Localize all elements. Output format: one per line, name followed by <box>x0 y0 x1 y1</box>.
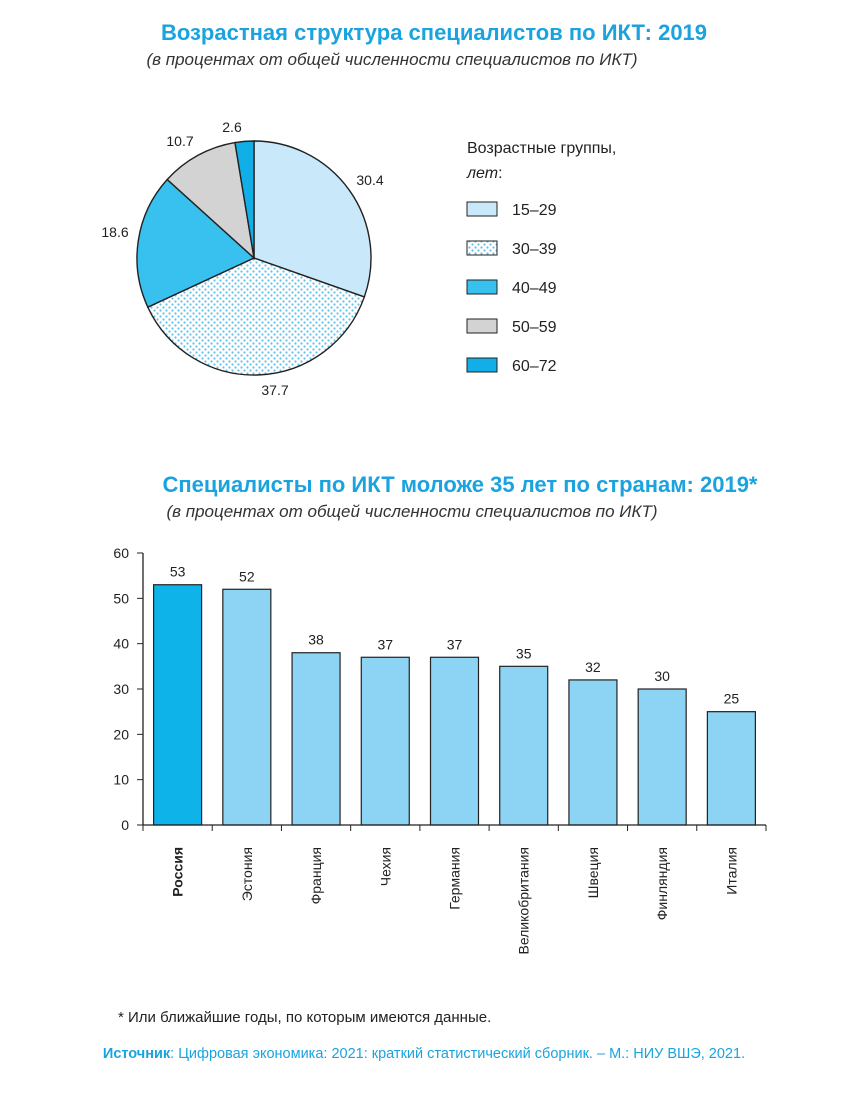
footnote: * Или ближайшие годы, по которым имеются… <box>118 1009 492 1026</box>
x-category-label: Финляндия <box>654 847 670 920</box>
pie-chart-subtitle: (в процентах от общей численности специа… <box>146 50 638 69</box>
legend-swatch <box>466 240 498 256</box>
legend-label: 40–49 <box>512 280 557 297</box>
pie-slice-15–29 <box>253 140 372 298</box>
pie-slice-40–49 <box>136 178 256 309</box>
bar-Великобритания <box>499 665 549 826</box>
x-category-label: Швеция <box>585 847 601 898</box>
pie-data-label: 2.6 <box>222 119 242 135</box>
legend-title-line2: лет <box>466 165 498 182</box>
legend-swatch <box>466 357 498 373</box>
bar-value-label: 53 <box>170 564 186 580</box>
pie-slice-30–39 <box>146 257 366 376</box>
pie-slice-60–72 <box>234 140 255 259</box>
legend-swatch <box>466 201 498 217</box>
source-text: : Цифровая экономика: 2021: краткий стат… <box>170 1046 746 1062</box>
bar-value-label: 52 <box>239 568 255 584</box>
pie-data-label: 37.7 <box>261 382 288 398</box>
pie-slice-50–59 <box>166 141 256 260</box>
legend-title: Возрастные группы, <box>467 140 616 157</box>
legend-title-colon: : <box>498 165 502 182</box>
legend-title-units: лет: <box>466 165 503 182</box>
pie-data-label: 10.7 <box>166 133 193 149</box>
legend-title-line1: Возрастные группы, <box>467 140 616 157</box>
bar-chart-title: Специалисты по ИКТ моложе 35 лет по стра… <box>162 472 758 497</box>
x-category-label: Франция <box>308 847 324 904</box>
pie-chart-title: Возрастная структура специалистов по ИКТ… <box>160 20 708 45</box>
bar-Чехия <box>360 656 410 826</box>
y-tick-label: 40 <box>113 636 129 652</box>
y-tick-label: 20 <box>113 726 129 742</box>
source-note: Источник: Цифровая экономика: 2021: крат… <box>0 1046 848 1062</box>
bar-chart-subtitle: (в процентах от общей численности специа… <box>166 502 658 521</box>
legend-label: 50–59 <box>512 319 557 336</box>
x-category-label: Эстония <box>239 847 255 901</box>
bar-value-label: 35 <box>516 645 532 661</box>
legend-label: 30–39 <box>512 241 557 258</box>
pie-legend: Возрастные группы, лет: 15–29 30–39 40–49 5… <box>466 140 616 375</box>
pie-chart: 30.4 37.7 18.6 10.7 2.6 <box>101 119 383 398</box>
x-category-label: Италия <box>723 847 739 895</box>
legend-swatch <box>466 279 498 295</box>
bar-value-label: 38 <box>308 632 324 648</box>
y-tick-label: 0 <box>121 817 129 833</box>
bar-Финляндия <box>637 688 687 826</box>
bar-value-label: 25 <box>724 691 740 707</box>
pie-data-label: 30.4 <box>356 172 383 188</box>
legend-label: 15–29 <box>512 202 557 219</box>
bar-Франция <box>291 652 341 826</box>
y-tick-label: 50 <box>113 590 129 606</box>
bar-value-label: 37 <box>377 636 393 652</box>
bar-Эстония <box>222 588 272 826</box>
y-tick-label: 60 <box>113 545 129 561</box>
bar-Германия <box>429 656 480 826</box>
bar-Россия <box>153 584 203 826</box>
bar-chart: 0 10 20 30 40 50 60 53 Россия 52 Эстония 38 Франция 3… <box>113 545 767 955</box>
y-tick-label: 10 <box>113 772 129 788</box>
x-category-label: Германия <box>447 847 463 910</box>
bar-value-label: 37 <box>447 636 463 652</box>
bar-Италия <box>706 711 756 826</box>
x-category-label: Чехия <box>377 847 393 886</box>
bar-value-label: 30 <box>654 668 670 684</box>
source-label: Источник <box>102 1046 171 1062</box>
x-category-label: Великобритания <box>516 847 532 955</box>
bar-Швеция <box>568 679 618 826</box>
bar-value-label: 32 <box>585 659 601 675</box>
legend-label: 60–72 <box>512 358 557 375</box>
pie-data-label: 18.6 <box>101 224 128 240</box>
y-tick-label: 30 <box>113 681 129 697</box>
x-category-label: Россия <box>170 847 186 897</box>
legend-swatch <box>466 318 498 334</box>
